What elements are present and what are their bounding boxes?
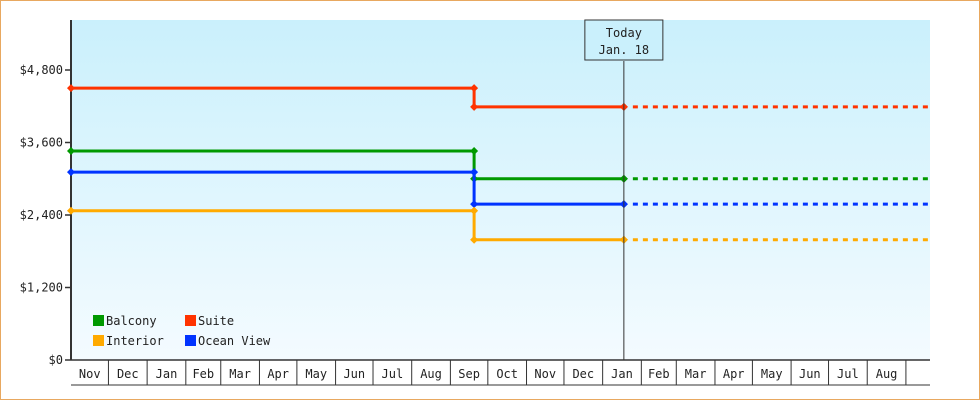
legend-item: Interior: [93, 334, 164, 348]
today-title: Today: [606, 26, 642, 40]
legend-item: Ocean View: [185, 334, 271, 348]
x-tick-label: Dec: [117, 367, 139, 381]
series-suite: [67, 84, 930, 111]
y-tick-label: $2,400: [20, 208, 63, 222]
data-point: [470, 206, 479, 215]
data-point: [67, 84, 75, 93]
x-tick-label: May: [761, 367, 783, 381]
series-line: [71, 86, 624, 109]
x-tick-label: Oct: [496, 367, 518, 381]
x-tick-label: Feb: [192, 367, 214, 381]
legend-label: Ocean View: [198, 334, 271, 348]
x-tick-label: Apr: [267, 367, 289, 381]
legend-label: Suite: [198, 314, 234, 328]
legend-swatch: [185, 335, 196, 346]
y-tick-label: $1,200: [20, 281, 63, 295]
x-tick-label: Jul: [837, 367, 859, 381]
x-tick-label: Jun: [799, 367, 821, 381]
data-point: [470, 168, 479, 177]
data-point: [470, 102, 479, 111]
x-tick-label: Dec: [572, 367, 594, 381]
x-tick-label: Apr: [723, 367, 745, 381]
x-tick-label: Jan: [156, 367, 178, 381]
legend-label: Interior: [106, 334, 164, 348]
x-tick-label: Jun: [343, 367, 365, 381]
y-tick-label: $3,600: [20, 136, 63, 150]
legend-swatch: [93, 315, 104, 326]
x-tick-label: Nov: [534, 367, 556, 381]
series-line: [71, 170, 624, 206]
today-box: [584, 19, 664, 61]
x-tick-label: Jan: [611, 367, 633, 381]
legend-item: Suite: [185, 314, 234, 328]
series-line: [71, 209, 624, 242]
y-tick-label: $0: [49, 353, 63, 367]
series-ocean-view: [67, 168, 930, 209]
plot-area: [71, 20, 930, 360]
data-point: [67, 168, 75, 177]
x-tick-label: Aug: [876, 367, 898, 381]
data-point: [470, 235, 479, 244]
legend-swatch: [185, 315, 196, 326]
data-point: [470, 84, 479, 93]
y-tick-label: $4,800: [20, 63, 63, 77]
x-tick-label: Feb: [648, 367, 670, 381]
x-tick-label: Sep: [458, 367, 480, 381]
x-tick-label: May: [305, 367, 327, 381]
legend-swatch: [93, 335, 104, 346]
legend-label: Balcony: [106, 314, 157, 328]
x-tick-label: Mar: [229, 367, 251, 381]
x-tick-label: Aug: [420, 367, 442, 381]
data-point: [470, 200, 479, 209]
series-line: [71, 149, 624, 181]
data-point: [67, 146, 75, 155]
series-balcony: [67, 146, 930, 183]
data-point: [67, 206, 75, 215]
x-tick-label: Jul: [382, 367, 404, 381]
legend-item: Balcony: [93, 314, 157, 328]
x-tick-label: Nov: [79, 367, 101, 381]
today-date: Jan. 18: [599, 43, 650, 57]
data-point: [470, 146, 479, 155]
x-tick-label: Mar: [685, 367, 707, 381]
